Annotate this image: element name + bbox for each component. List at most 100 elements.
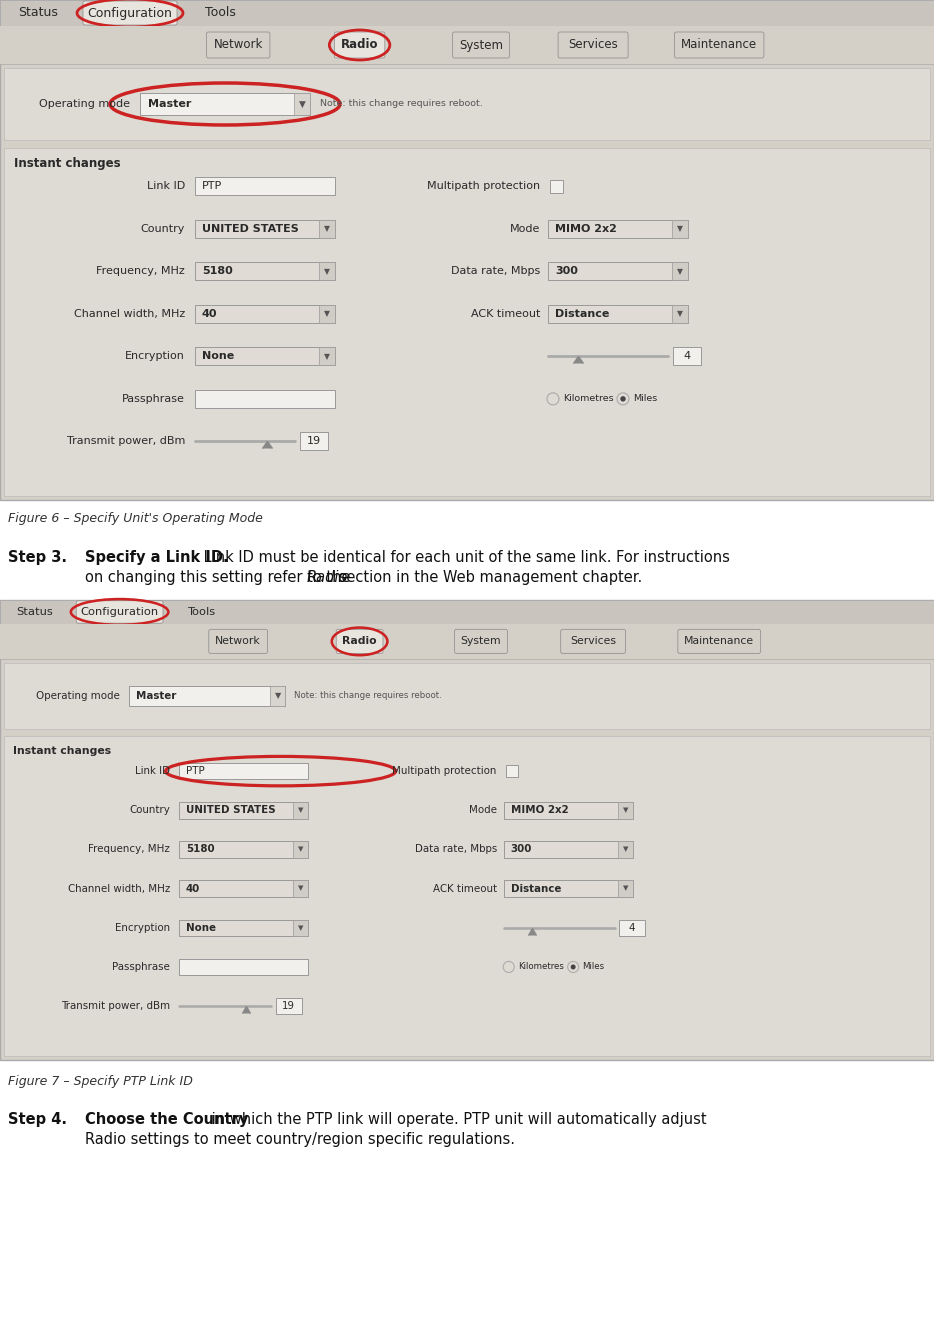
Text: Passphrase: Passphrase [122, 394, 185, 404]
FancyBboxPatch shape [293, 841, 308, 858]
Text: UNITED STATES: UNITED STATES [186, 805, 276, 815]
Text: Multipath protection: Multipath protection [392, 766, 497, 776]
Text: Frequency, MHz: Frequency, MHz [89, 845, 170, 854]
Text: Distance: Distance [555, 309, 609, 318]
Text: ACK timeout: ACK timeout [471, 309, 540, 318]
Text: 4: 4 [684, 351, 690, 361]
FancyBboxPatch shape [4, 68, 930, 141]
Text: MIMO 2x2: MIMO 2x2 [511, 805, 568, 815]
Text: 4: 4 [629, 923, 635, 932]
Text: None: None [186, 923, 216, 932]
Text: Services: Services [568, 38, 618, 52]
Text: ▼: ▼ [677, 224, 683, 233]
Text: Multipath protection: Multipath protection [427, 182, 540, 191]
Text: Channel width, MHz: Channel width, MHz [68, 883, 170, 894]
FancyBboxPatch shape [271, 686, 285, 705]
Text: UNITED STATES: UNITED STATES [202, 224, 299, 233]
Text: ▼: ▼ [623, 886, 629, 891]
Text: Mode: Mode [510, 224, 540, 233]
FancyBboxPatch shape [334, 32, 385, 58]
FancyBboxPatch shape [560, 630, 626, 654]
Text: ▼: ▼ [298, 886, 304, 891]
Text: ▼: ▼ [623, 846, 629, 853]
FancyBboxPatch shape [179, 919, 308, 936]
Text: ▼: ▼ [275, 691, 281, 700]
Text: ▼: ▼ [677, 267, 683, 276]
Text: Kilometres: Kilometres [518, 963, 564, 972]
FancyBboxPatch shape [293, 919, 308, 936]
FancyBboxPatch shape [0, 599, 934, 1059]
FancyBboxPatch shape [506, 765, 518, 777]
FancyBboxPatch shape [209, 630, 267, 654]
FancyBboxPatch shape [618, 802, 633, 818]
FancyBboxPatch shape [140, 93, 310, 115]
Text: Specify a Link ID.: Specify a Link ID. [85, 550, 229, 565]
Text: Tools: Tools [189, 607, 217, 617]
Text: Link ID: Link ID [147, 182, 185, 191]
Text: on changing this setting refer to the: on changing this setting refer to the [85, 570, 355, 585]
FancyBboxPatch shape [276, 998, 302, 1014]
Text: 40: 40 [202, 309, 218, 318]
Text: Maintenance: Maintenance [684, 636, 755, 646]
FancyBboxPatch shape [674, 32, 764, 58]
FancyBboxPatch shape [179, 762, 308, 780]
Text: Radio: Radio [341, 38, 378, 52]
FancyBboxPatch shape [4, 149, 930, 496]
Text: ▼: ▼ [324, 309, 330, 318]
FancyBboxPatch shape [319, 347, 335, 365]
Text: 300: 300 [555, 267, 578, 276]
Text: Passphrase: Passphrase [112, 961, 170, 972]
FancyBboxPatch shape [195, 347, 335, 365]
FancyBboxPatch shape [179, 959, 308, 975]
Text: Encryption: Encryption [125, 351, 185, 361]
FancyBboxPatch shape [504, 841, 633, 858]
Text: Link ID: Link ID [135, 766, 170, 776]
Text: Instant changes: Instant changes [14, 158, 120, 171]
FancyBboxPatch shape [195, 220, 335, 237]
Text: MIMO 2x2: MIMO 2x2 [555, 224, 616, 233]
Text: Frequency, MHz: Frequency, MHz [96, 267, 185, 276]
Text: Master: Master [136, 691, 177, 700]
Text: ▼: ▼ [298, 808, 304, 813]
Text: Transmit power, dBm: Transmit power, dBm [66, 436, 185, 447]
FancyBboxPatch shape [336, 630, 383, 654]
Text: PTP: PTP [202, 182, 222, 191]
FancyBboxPatch shape [319, 220, 335, 237]
Text: Master: Master [148, 99, 191, 109]
FancyBboxPatch shape [618, 880, 633, 896]
Text: Note: this change requires reboot.: Note: this change requires reboot. [320, 99, 483, 109]
Circle shape [571, 964, 575, 969]
Text: 5180: 5180 [186, 845, 215, 854]
Text: Instant changes: Instant changes [13, 747, 111, 756]
Text: Note: this change requires reboot.: Note: this change requires reboot. [294, 691, 442, 700]
Text: Configuration: Configuration [80, 607, 159, 617]
Text: Maintenance: Maintenance [681, 38, 757, 52]
Text: Encryption: Encryption [115, 923, 170, 932]
Text: Step 3.: Step 3. [8, 550, 67, 565]
Text: ▼: ▼ [299, 99, 305, 109]
FancyBboxPatch shape [195, 390, 335, 408]
Text: Network: Network [214, 38, 262, 52]
FancyBboxPatch shape [548, 220, 688, 237]
Text: 40: 40 [186, 883, 200, 894]
Circle shape [620, 396, 626, 402]
Text: None: None [202, 351, 234, 361]
Text: Radio: Radio [342, 636, 377, 646]
Text: 300: 300 [511, 845, 532, 854]
FancyBboxPatch shape [77, 601, 163, 623]
FancyBboxPatch shape [206, 32, 270, 58]
FancyBboxPatch shape [619, 919, 644, 936]
Text: Country: Country [129, 805, 170, 815]
Text: Operating mode: Operating mode [39, 99, 130, 109]
FancyBboxPatch shape [548, 305, 688, 322]
Text: ▼: ▼ [324, 267, 330, 276]
Text: Country: Country [141, 224, 185, 233]
FancyBboxPatch shape [319, 263, 335, 280]
FancyBboxPatch shape [179, 841, 308, 858]
FancyBboxPatch shape [4, 736, 930, 1057]
Text: Network: Network [216, 636, 261, 646]
FancyBboxPatch shape [300, 432, 328, 451]
Text: ▼: ▼ [298, 924, 304, 931]
Text: Kilometres: Kilometres [563, 394, 614, 403]
FancyBboxPatch shape [673, 347, 701, 365]
